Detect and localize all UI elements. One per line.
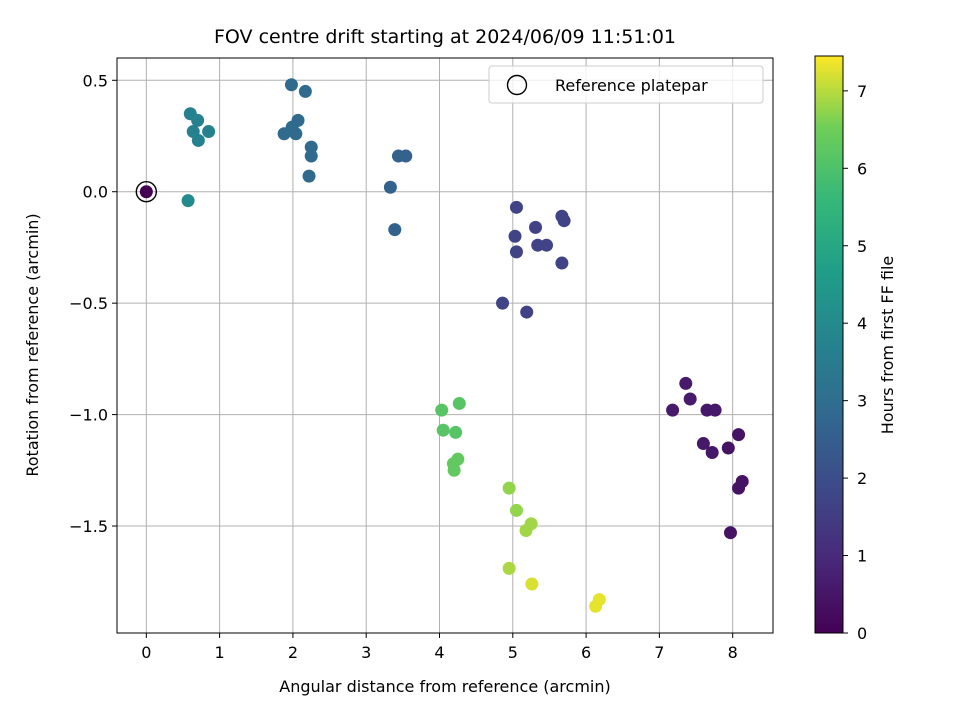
data-point bbox=[284, 78, 298, 92]
legend-marker-open-circle bbox=[506, 74, 528, 96]
data-point bbox=[502, 561, 516, 575]
data-point bbox=[449, 425, 463, 439]
data-point bbox=[399, 149, 413, 163]
data-point bbox=[589, 599, 603, 613]
x-tick-label: 8 bbox=[728, 643, 738, 662]
colorbar-tick-label: 1 bbox=[857, 547, 867, 566]
data-point bbox=[298, 84, 312, 98]
data-point bbox=[732, 481, 746, 495]
data-point bbox=[509, 200, 523, 214]
data-point bbox=[447, 463, 461, 477]
colorbar-ticks: 0 1 2 3 4 5 6 7 bbox=[843, 82, 867, 643]
y-tick-label: −0.5 bbox=[69, 294, 108, 313]
y-tick-label: −1.5 bbox=[69, 517, 108, 536]
data-point bbox=[509, 503, 523, 517]
colorbar-tick-label: 4 bbox=[857, 314, 867, 333]
legend-box bbox=[488, 65, 764, 104]
data-point bbox=[139, 185, 153, 199]
axis-ticks: 0 1 2 3 4 5 6 7 8 0.5 0.0 −0.5 −1.0 −1.5 bbox=[69, 71, 738, 662]
x-tick-label: 2 bbox=[288, 643, 298, 662]
data-point bbox=[436, 423, 450, 437]
data-point bbox=[555, 256, 569, 270]
plot-area-frame bbox=[116, 57, 774, 634]
colorbar-tick-label: 3 bbox=[857, 392, 867, 411]
data-point bbox=[721, 441, 735, 455]
data-point bbox=[277, 127, 291, 141]
colorbar-tick-label: 7 bbox=[857, 82, 867, 101]
data-point bbox=[289, 127, 303, 141]
colorbar-tick-label: 5 bbox=[857, 237, 867, 256]
data-point bbox=[509, 245, 523, 259]
data-point bbox=[666, 403, 680, 417]
legend: Reference platepar bbox=[488, 65, 764, 104]
data-point bbox=[435, 403, 449, 417]
data-point bbox=[304, 140, 318, 154]
y-tick-label: 0.0 bbox=[83, 183, 108, 202]
data-point bbox=[383, 180, 397, 194]
data-point bbox=[732, 428, 746, 442]
x-tick-label: 3 bbox=[361, 643, 371, 662]
data-point bbox=[519, 523, 533, 537]
colorbar: 0 1 2 3 4 5 6 7 Hours from first FF file bbox=[814, 55, 897, 643]
y-tick-label: 0.5 bbox=[83, 71, 108, 90]
data-point bbox=[529, 220, 543, 234]
data-point bbox=[388, 223, 402, 237]
y-tick-label: −1.0 bbox=[69, 406, 108, 425]
x-tick-label: 1 bbox=[215, 643, 225, 662]
data-point bbox=[705, 445, 719, 459]
x-tick-label: 7 bbox=[654, 643, 664, 662]
colorbar-tick-label: 6 bbox=[857, 159, 867, 178]
data-point bbox=[696, 437, 710, 451]
data-point bbox=[202, 125, 216, 139]
x-tick-label: 4 bbox=[434, 643, 444, 662]
grid-lines bbox=[117, 58, 773, 633]
data-point bbox=[525, 577, 539, 591]
data-point bbox=[708, 403, 722, 417]
data-point bbox=[540, 238, 554, 252]
colorbar-gradient bbox=[814, 55, 844, 634]
data-point bbox=[304, 149, 318, 163]
data-point bbox=[496, 296, 510, 310]
data-point bbox=[508, 229, 522, 243]
data-point bbox=[723, 526, 737, 540]
colorbar-tick-label: 0 bbox=[857, 624, 867, 643]
data-point bbox=[452, 396, 466, 410]
data-point bbox=[557, 214, 571, 228]
scatter-points bbox=[135, 78, 749, 613]
data-point bbox=[683, 392, 697, 406]
colorbar-tick-label: 2 bbox=[857, 469, 867, 488]
data-point bbox=[181, 194, 195, 208]
data-point bbox=[502, 481, 516, 495]
chart-title: FOV centre drift starting at 2024/06/09 … bbox=[214, 26, 676, 48]
x-tick-label: 0 bbox=[141, 643, 151, 662]
x-tick-label: 6 bbox=[581, 643, 591, 662]
data-point bbox=[679, 376, 693, 390]
data-point bbox=[191, 133, 205, 147]
reference-marker bbox=[135, 181, 158, 203]
data-point bbox=[302, 169, 316, 183]
legend-entry-label: Reference platepar bbox=[555, 76, 708, 95]
x-tick-label: 5 bbox=[508, 643, 518, 662]
colorbar-label: Hours from first FF file bbox=[878, 256, 897, 435]
data-point bbox=[520, 305, 534, 319]
data-point bbox=[191, 113, 205, 127]
x-axis-label: Angular distance from reference (arcmin) bbox=[279, 677, 610, 696]
y-axis-label: Rotation from reference (arcmin) bbox=[23, 213, 42, 476]
